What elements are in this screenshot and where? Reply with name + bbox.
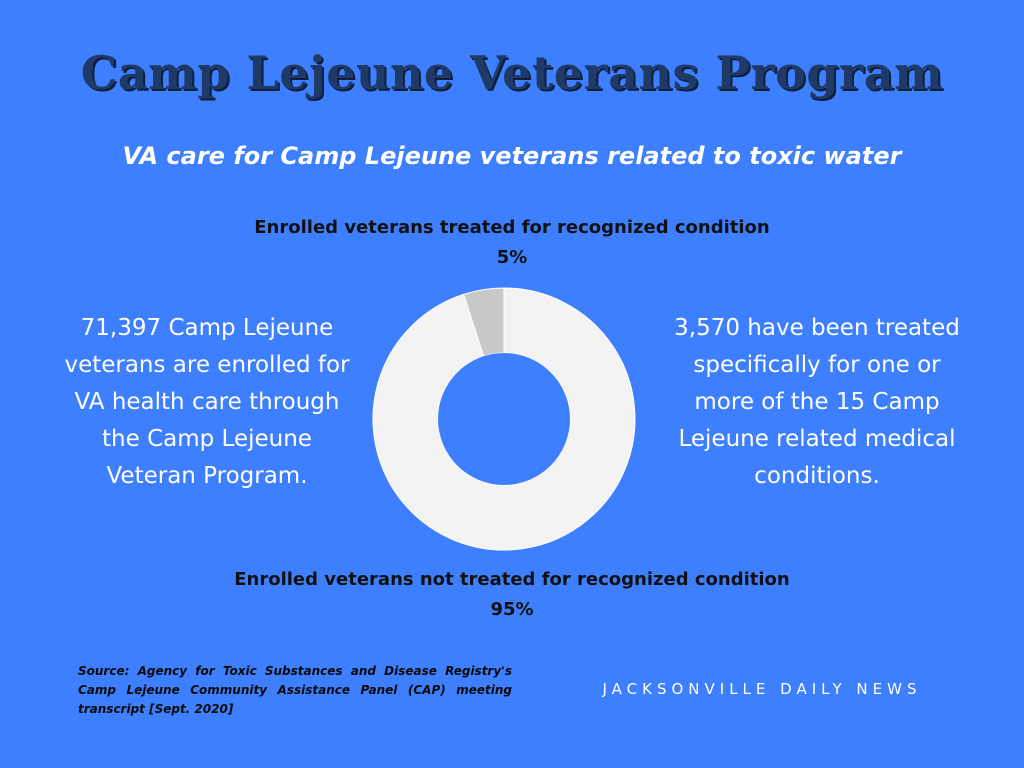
page-subtitle: VA care for Camp Lejeune veterans relate… — [122, 142, 902, 170]
slice-label-not-treated-name: Enrolled veterans not treated for recogn… — [234, 569, 790, 590]
page-title: Camp Lejeune Veterans Program — [80, 46, 944, 100]
slice-label-not-treated: Enrolled veterans not treated for recogn… — [0, 565, 1024, 625]
enrolled-description: 71,397 Camp Lejeune veterans are enrolle… — [64, 315, 350, 489]
brand-name: JACKSONVILLE DAILY NEWS — [602, 680, 922, 698]
donut-slices — [372, 287, 636, 551]
donut-hole — [438, 353, 570, 485]
source-note: Source: Agency for Toxic Substances and … — [78, 664, 512, 716]
treated-description: 3,570 have been treated specifically for… — [674, 315, 960, 489]
slice-label-treated-value: 5% — [496, 247, 528, 268]
slice-label-treated: Enrolled veterans treated for recognized… — [0, 213, 1024, 273]
slice-label-treated-name: Enrolled veterans treated for recognized… — [254, 217, 770, 238]
slice-label-not-treated-value: 95% — [490, 599, 534, 620]
